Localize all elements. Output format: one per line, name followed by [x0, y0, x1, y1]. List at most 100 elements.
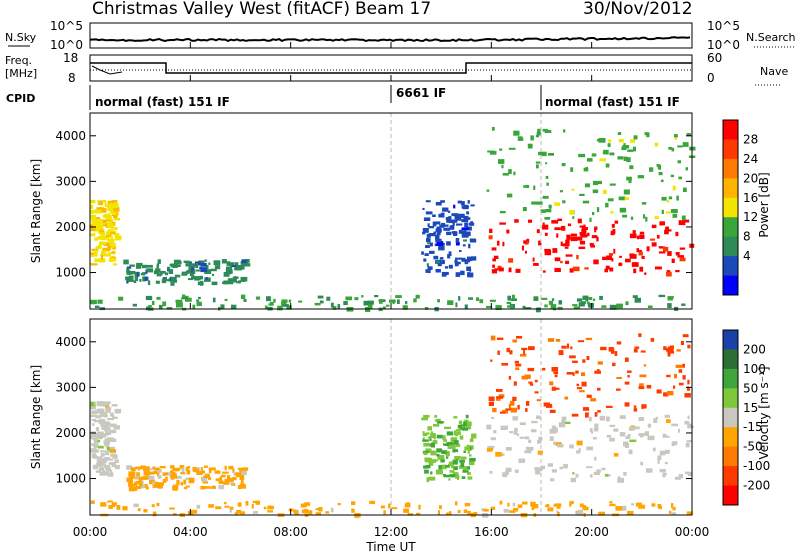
heatmap-cell	[436, 448, 442, 453]
heatmap-cell	[522, 207, 527, 212]
heatmap-cell	[469, 238, 477, 243]
heatmap-cell	[440, 200, 445, 203]
heatmap-cell	[633, 268, 637, 274]
heatmap-cell	[152, 471, 158, 475]
heatmap-cell	[205, 474, 210, 478]
heatmap-cell	[95, 246, 102, 249]
heatmap-cell	[90, 415, 97, 418]
heatmap-cell	[585, 337, 593, 341]
xtick-label: 00:00	[73, 525, 108, 539]
heatmap-cell	[643, 214, 646, 219]
heatmap-cell	[106, 467, 111, 472]
heatmap-cell	[314, 302, 321, 306]
heatmap-cell	[521, 347, 528, 351]
heatmap-cell	[452, 449, 459, 453]
heatmap-cell	[553, 504, 558, 507]
heatmap-cell	[91, 219, 98, 224]
heatmap-cell	[426, 432, 430, 435]
xaxis-label: Time UT	[365, 540, 416, 554]
heatmap-cell	[572, 216, 575, 219]
heatmap-cell	[443, 439, 447, 442]
heatmap-cell	[391, 507, 398, 510]
heatmap-cell	[147, 280, 151, 286]
heatmap-cell	[447, 300, 454, 305]
heatmap-cell	[538, 240, 542, 246]
heatmap-cell	[428, 476, 436, 481]
heatmap-cell	[559, 190, 563, 193]
heatmap-cell	[553, 371, 559, 374]
heatmap-cell	[601, 467, 606, 471]
heatmap-cell	[488, 396, 495, 402]
heatmap-cell	[570, 233, 577, 237]
heatmap-cell	[100, 435, 106, 438]
heatmap-cell	[468, 297, 474, 300]
heatmap-cell	[594, 423, 599, 428]
velocity-colorbar-label: Velocity [m s⁻¹]	[757, 366, 771, 459]
heatmap-cell	[630, 139, 636, 143]
heatmap-cell	[556, 510, 559, 513]
heatmap-cell	[617, 477, 625, 483]
ytick-label: 2000	[55, 426, 86, 440]
heatmap-cell	[218, 484, 225, 490]
heatmap-cell	[155, 268, 161, 272]
colorbar-tick-label: -50	[743, 440, 763, 454]
heatmap-cell	[545, 162, 548, 165]
heatmap-cell	[627, 149, 634, 152]
colorbar-swatch	[723, 236, 738, 257]
heatmap-cell	[531, 429, 537, 433]
heatmap-cell	[492, 264, 495, 268]
heatmap-cell	[507, 305, 514, 308]
heatmap-cell	[434, 243, 437, 247]
heatmap-cell	[653, 418, 658, 423]
heatmap-cell	[106, 431, 112, 435]
heatmap-cell	[666, 200, 670, 203]
heatmap-cell	[593, 259, 599, 265]
heatmap-cell	[152, 511, 157, 517]
heatmap-cell	[201, 470, 205, 474]
heatmap-cell	[490, 335, 496, 341]
heatmap-cell	[430, 431, 434, 434]
heatmap-cell	[643, 364, 647, 367]
heatmap-cell	[483, 508, 487, 512]
heatmap-cell	[489, 228, 493, 233]
heatmap-cell	[641, 404, 647, 409]
heatmap-cell	[672, 185, 676, 191]
colorbar-swatch	[723, 368, 738, 389]
heatmap-cell	[615, 506, 623, 511]
xtick-label: 20:00	[574, 525, 609, 539]
heatmap-cell	[90, 200, 96, 204]
heatmap-cell	[490, 506, 496, 510]
heatmap-cell	[671, 209, 678, 213]
heatmap-cell	[613, 428, 619, 432]
heatmap-cell	[491, 269, 498, 274]
heatmap-cell	[282, 304, 289, 307]
heatmap-cell	[554, 374, 558, 378]
heatmap-cell	[110, 438, 117, 442]
heatmap-cell	[95, 456, 103, 459]
heatmap-cell	[92, 455, 98, 459]
heatmap-cell	[606, 434, 612, 438]
heatmap-cell	[186, 470, 191, 475]
heatmap-cell	[337, 304, 341, 309]
heatmap-cell	[109, 469, 113, 474]
heatmap-cell	[489, 471, 493, 474]
heatmap-cell	[570, 167, 574, 172]
power-heatmap: 1000 2000 3000 4000 Slant Range [km]	[29, 112, 696, 313]
heatmap-cell	[443, 227, 451, 231]
heatmap-cell	[203, 465, 208, 468]
heatmap-cell	[454, 501, 458, 506]
heatmap-cell	[667, 251, 672, 256]
heatmap-cell	[610, 349, 615, 354]
heatmap-cell	[668, 196, 673, 200]
heatmap-cell	[666, 271, 672, 277]
heatmap-cell	[678, 176, 683, 180]
heatmap-cell	[456, 428, 461, 432]
heatmap-cell	[100, 255, 103, 260]
heatmap-cell	[526, 401, 530, 406]
heatmap-cell	[91, 263, 98, 266]
heatmap-cell	[680, 341, 685, 345]
heatmap-cell	[662, 472, 666, 478]
heatmap-cell	[554, 257, 561, 262]
heatmap-cell	[211, 281, 218, 286]
heatmap-cell	[657, 504, 662, 508]
